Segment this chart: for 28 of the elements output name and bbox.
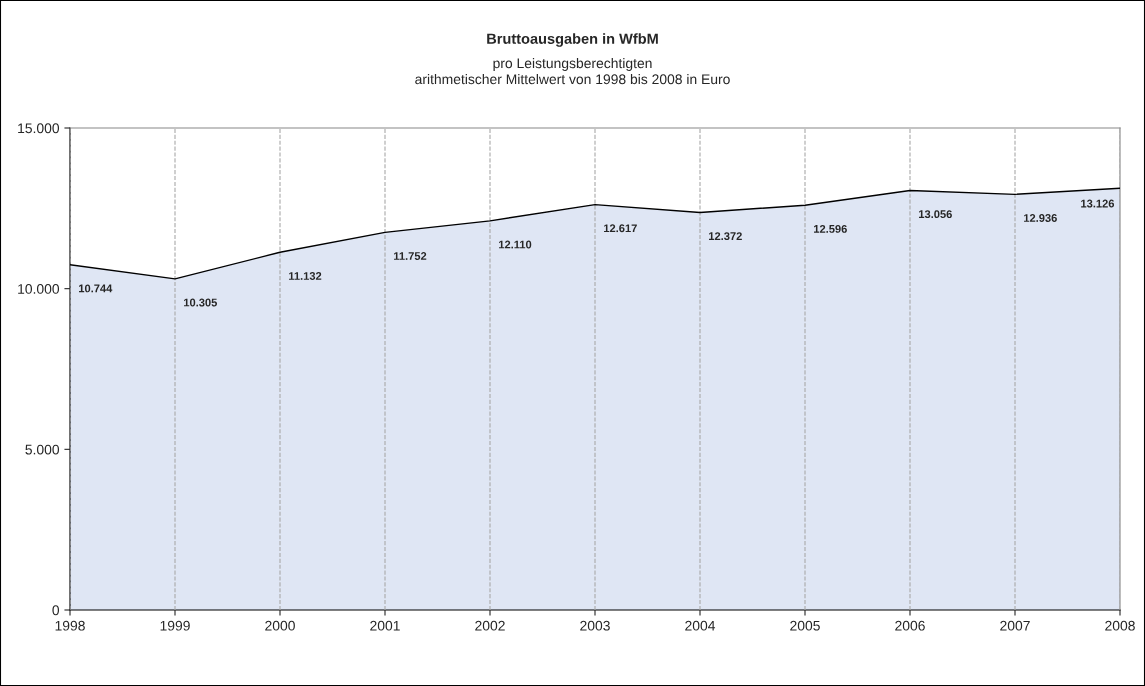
x-tick-label: 1998 <box>55 620 85 631</box>
x-tick-label: 2001 <box>370 620 400 631</box>
data-label: 13.056 <box>919 210 952 219</box>
data-label: 12.936 <box>1024 214 1057 222</box>
x-tick-label: 2000 <box>265 620 295 631</box>
chart-title: Bruttoausgaben in WfbM <box>487 33 658 47</box>
data-label: 12.110 <box>499 240 532 249</box>
x-tick-label: 2007 <box>1000 620 1030 631</box>
x-tick-label: 2006 <box>895 620 925 631</box>
data-label: 13.126 <box>1081 199 1115 208</box>
x-tick-label: 2004 <box>685 620 716 631</box>
x-tick-label: 2008 <box>1105 620 1135 631</box>
x-tick-label: 1999 <box>160 620 190 631</box>
data-label: 11.752 <box>394 252 427 260</box>
y-tick-label: 5.000 <box>25 444 60 455</box>
data-label: 12.372 <box>709 232 742 241</box>
x-tick-label: 2003 <box>580 620 610 631</box>
x-tick-label: 2002 <box>475 620 505 631</box>
data-label: 12.596 <box>814 224 847 233</box>
x-tick-label: 2005 <box>790 620 820 631</box>
data-label: 11.132 <box>289 272 322 280</box>
y-tick-label: 15.000 <box>18 123 60 134</box>
data-label: 12.617 <box>604 224 637 233</box>
data-label: 10.744 <box>79 284 113 293</box>
y-tick-label: 10.000 <box>18 284 60 294</box>
chart-subtitle: pro Leistungsberechtigten arithmetischer Mittelwert von 1998 bis 2008 in Euro <box>415 58 730 85</box>
y-tick-label: 0 <box>52 605 60 616</box>
data-label: 10.305 <box>184 298 218 307</box>
